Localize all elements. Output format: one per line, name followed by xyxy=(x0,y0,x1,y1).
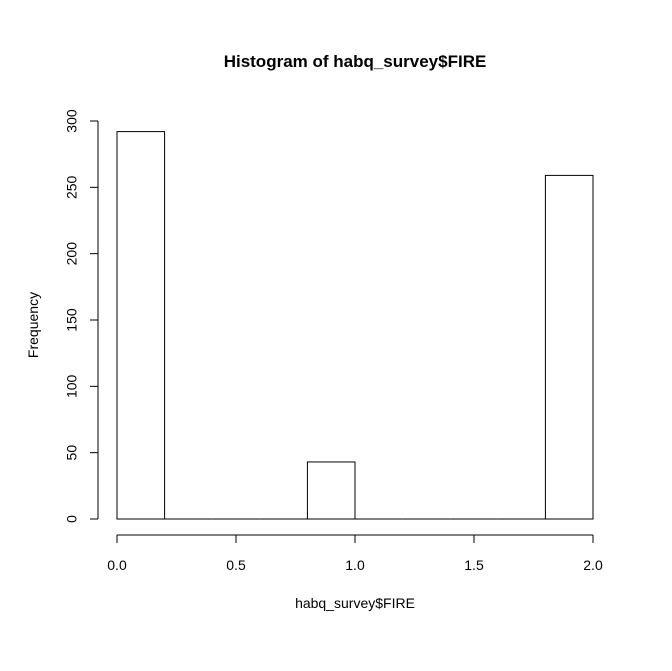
x-tick-label: 0.5 xyxy=(226,557,246,573)
bars-group xyxy=(116,131,594,520)
y-axis: 0 50 100 150 200 250 300 xyxy=(64,109,99,523)
y-tick-label: 0 xyxy=(64,515,80,523)
x-tick-label: 0.0 xyxy=(107,557,127,573)
y-tick-label: 200 xyxy=(64,242,80,266)
y-tick-label: 100 xyxy=(64,374,80,398)
histogram-bar xyxy=(544,174,594,520)
y-axis-label: Frequency xyxy=(25,292,41,358)
y-tick-label: 50 xyxy=(64,445,80,461)
histogram-bar xyxy=(306,461,356,520)
x-axis-label: habq_survey$FIRE xyxy=(295,595,415,611)
y-tick-label: 250 xyxy=(64,175,80,199)
x-tick-label: 1.0 xyxy=(345,557,365,573)
x-axis: 0.0 0.5 1.0 1.5 2.0 xyxy=(107,534,603,573)
y-tick-label: 300 xyxy=(64,109,80,133)
x-tick-label: 2.0 xyxy=(583,557,603,573)
chart-title: Histogram of habq_survey$FIRE xyxy=(224,52,487,71)
y-tick-label: 150 xyxy=(64,308,80,332)
x-tick-label: 1.5 xyxy=(464,557,484,573)
histogram-bar xyxy=(116,131,166,520)
